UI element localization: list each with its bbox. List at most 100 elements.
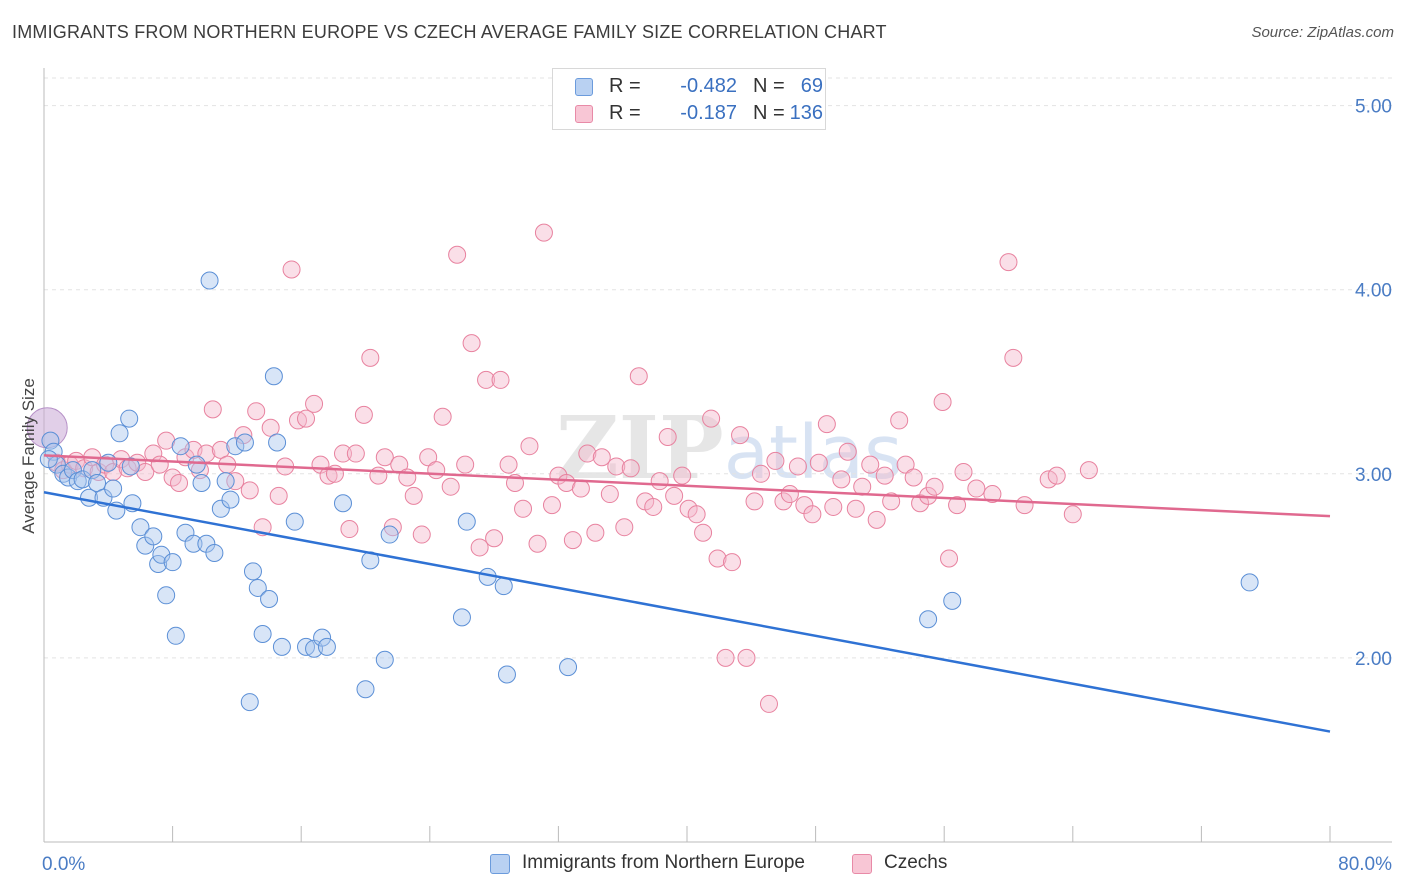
r-label: R = — [609, 75, 641, 97]
northern-europe-point — [157, 586, 176, 605]
czechs-point — [875, 466, 894, 485]
czechs-point — [226, 472, 245, 491]
czechs-trend-line — [43, 454, 1331, 518]
czechs-point — [456, 455, 475, 474]
northern-europe-point — [268, 433, 287, 452]
northern-europe-point — [216, 472, 235, 491]
northern-europe-point — [452, 608, 471, 627]
czechs-point — [375, 448, 394, 467]
czechs-point — [528, 534, 547, 553]
czechs-point — [809, 453, 828, 472]
czechs-point — [491, 370, 510, 389]
czechs-point — [203, 400, 222, 419]
x-axis-ticks — [43, 826, 1331, 842]
northern-europe-point — [457, 512, 476, 531]
northern-europe-point — [99, 453, 118, 472]
czechs-point — [433, 407, 452, 426]
czechs-point — [650, 472, 669, 491]
y-axis-title: Average Family Size — [19, 378, 38, 534]
czechs-point — [658, 427, 677, 446]
czechs-point — [441, 477, 460, 496]
northern-europe-point — [313, 628, 332, 647]
czechs-point — [477, 370, 496, 389]
northern-europe-point — [380, 525, 399, 544]
y-axis-tick-labels: 2.00 3.00 4.00 5.00 — [1355, 97, 1392, 670]
x-tick-label-min: 0.0% — [42, 854, 85, 875]
northern-europe-point — [375, 650, 394, 669]
czechs-point — [319, 466, 338, 485]
n-label: N = — [753, 102, 785, 124]
r-value: -0.482 — [680, 75, 737, 97]
northern-europe-point — [171, 437, 190, 456]
czechs-point — [170, 474, 189, 493]
northern-europe-point — [226, 437, 245, 456]
czechs-point — [702, 409, 721, 428]
northern-europe-point — [39, 450, 58, 469]
northern-europe-point — [240, 693, 259, 712]
czechs-point — [361, 348, 380, 367]
northern-europe-point — [104, 479, 123, 498]
r-label: R = — [609, 102, 641, 124]
northern-europe-point — [317, 637, 336, 656]
czechs-point — [240, 481, 259, 500]
czechs-point — [621, 459, 640, 478]
czechs-point — [890, 411, 909, 430]
czechs-point — [571, 479, 590, 498]
czechs-point — [665, 486, 684, 505]
czechs-point — [774, 492, 793, 511]
czechs-point — [448, 245, 467, 264]
czechs-point — [542, 496, 561, 515]
correlation-legend: R = -0.482 N = 69 R = -0.187 N = 136 — [552, 68, 826, 130]
trend-lines — [43, 454, 1331, 733]
czechs-point — [1079, 461, 1098, 480]
czechs-points — [47, 223, 1098, 713]
czechs-point — [838, 442, 857, 461]
czechs-point — [948, 496, 967, 515]
n-value: 136 — [789, 102, 823, 124]
czechs-point — [578, 444, 597, 463]
chart-title: IMMIGRANTS FROM NORTHERN EUROPE VS CZECH… — [12, 22, 887, 42]
czechs-point — [716, 648, 735, 667]
czechs-point — [514, 499, 533, 518]
czechs-point — [882, 492, 901, 511]
czechs-point — [803, 505, 822, 524]
czechs-point — [708, 549, 727, 568]
czechs-point — [333, 444, 352, 463]
northern-europe-point — [184, 534, 203, 553]
czechs-point — [534, 223, 553, 242]
northern-europe-point — [200, 271, 219, 290]
northern-europe-point — [221, 490, 240, 509]
northern-europe-point — [144, 527, 163, 546]
czechs-point — [282, 260, 301, 279]
czechs-point — [354, 405, 373, 424]
czechs-point — [940, 549, 959, 568]
czechs-point — [780, 485, 799, 504]
northern-europe-point — [163, 553, 182, 572]
czechs-point — [297, 409, 316, 428]
czechs-point — [144, 444, 163, 463]
czechs-point — [269, 486, 288, 505]
northern-europe-point — [559, 658, 578, 677]
northern-europe-point — [356, 680, 375, 699]
czechs-point — [745, 492, 764, 511]
northern-europe-point — [243, 562, 262, 581]
northern-europe-point — [1240, 573, 1259, 592]
czechs-point — [462, 334, 481, 353]
czechs-point — [983, 485, 1002, 504]
czechs-point — [751, 464, 770, 483]
northern-europe-point — [497, 665, 516, 684]
northern-europe-point — [211, 499, 230, 518]
czechs-point — [586, 523, 605, 542]
northern-europe-point — [235, 433, 254, 452]
czechs-point — [731, 426, 750, 445]
czechs-point — [954, 462, 973, 481]
czechs-point — [1047, 466, 1066, 485]
legend-label: Immigrants from Northern Europe — [522, 852, 805, 873]
northern-europe-points — [26, 271, 1259, 712]
czechs-point — [305, 394, 324, 413]
czechs-point — [861, 455, 880, 474]
czechs-point — [615, 518, 634, 537]
czechs-point — [412, 525, 431, 544]
northern-europe-point — [131, 518, 150, 537]
